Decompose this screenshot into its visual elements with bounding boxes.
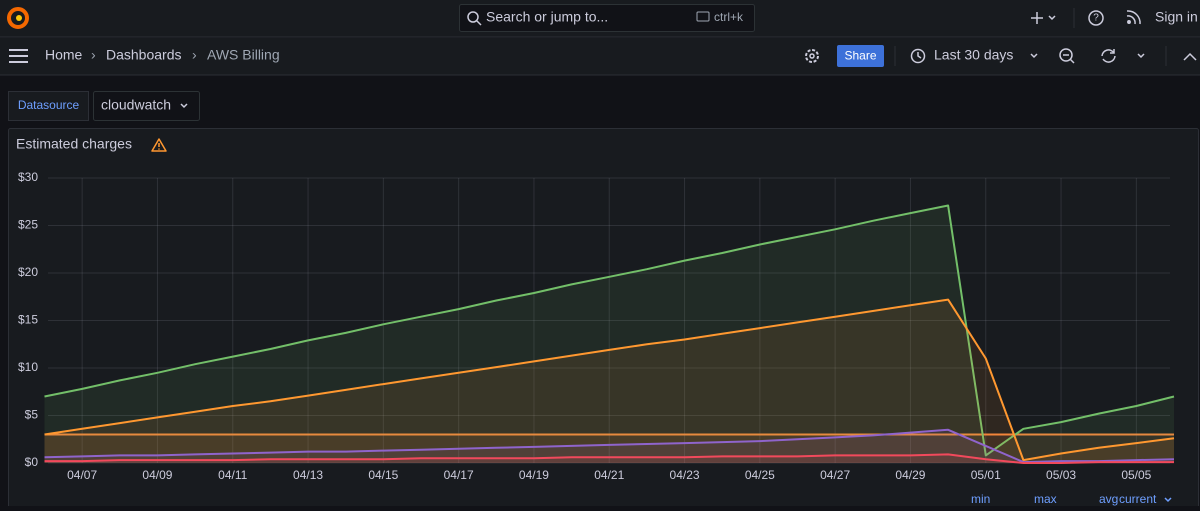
series-line — [44, 298, 1175, 462]
breadcrumb-separator: › — [91, 47, 96, 63]
search-shortcut: ctrl+k — [714, 10, 744, 24]
x-tick-label: 05/05 — [1121, 468, 1151, 482]
logo[interactable] — [7, 7, 29, 29]
x-tick-label: 04/25 — [745, 468, 775, 482]
search-box[interactable]: Search or jump to... ctrl+k — [459, 4, 755, 32]
y-tick-label: $20 — [18, 265, 38, 279]
breadcrumb[interactable]: Home — [45, 47, 83, 63]
variable-label-box — [8, 91, 89, 121]
y-tick-label: $5 — [25, 408, 39, 422]
time-picker[interactable]: Last 30 days — [910, 47, 1038, 64]
x-tick-label: 04/07 — [67, 468, 97, 482]
svg-text:?: ? — [1093, 13, 1099, 24]
x-tick-label: 04/23 — [670, 468, 700, 482]
series-area — [44, 299, 1174, 463]
legend-column-header[interactable]: max — [1034, 492, 1057, 506]
plot: $0 $5 $10 $15 $20 $25 $30 04/07 04/09 04/11 04/13 0… — [18, 170, 1175, 506]
series-line — [44, 453, 1174, 464]
variable-select[interactable]: cloudwatch — [93, 91, 200, 121]
legend-column-header[interactable]: avg — [1099, 492, 1118, 506]
y-tick-label: $25 — [18, 218, 38, 232]
breadcrumb: AWS Billing — [207, 47, 280, 63]
refresh[interactable] — [1101, 49, 1116, 63]
variable-value: cloudwatch — [101, 97, 171, 113]
x-tick-label: 04/13 — [293, 468, 323, 482]
rss-icon[interactable] — [1126, 10, 1141, 25]
breadcrumb-separator: › — [192, 47, 197, 63]
share-label: Share — [844, 49, 876, 63]
warning-icon[interactable] — [151, 138, 167, 152]
y-tick-label: $0 — [25, 455, 39, 469]
x-tick-label: 04/11 — [218, 468, 247, 482]
series-area — [44, 205, 1174, 463]
legend-column-header[interactable]: current — [1119, 492, 1157, 506]
x-tick-label: 04/19 — [519, 468, 549, 482]
x-tick-label: 04/09 — [142, 468, 172, 482]
x-tick-label: 05/03 — [1046, 468, 1076, 482]
search-placeholder: Search or jump to... — [486, 9, 608, 25]
y-tick-label: $30 — [18, 170, 38, 184]
collapse[interactable] — [1183, 52, 1197, 61]
refresh-interval[interactable] — [1137, 53, 1145, 59]
x-tick-label: 05/01 — [971, 468, 1001, 482]
x-tick-label: 04/27 — [820, 468, 850, 482]
x-tick-label: 04/21 — [594, 468, 624, 482]
settings-icon[interactable] — [805, 49, 819, 63]
menu-icon[interactable] — [9, 49, 28, 63]
share-button[interactable]: Share — [837, 45, 884, 67]
variable-label: Datasource — [18, 98, 80, 112]
y-tick-label: $15 — [18, 313, 38, 327]
legend-column-header[interactable]: min — [971, 492, 990, 506]
nav-bar — [0, 38, 1200, 75]
time-range: Last 30 days — [934, 47, 1013, 63]
zoom-out[interactable] — [1059, 48, 1075, 64]
sign-in[interactable]: Sign in — [1155, 9, 1198, 25]
x-tick-label: 04/15 — [368, 468, 398, 482]
x-tick-label: 04/29 — [895, 468, 925, 482]
x-tick-label: 04/17 — [444, 468, 474, 482]
y-tick-label: $10 — [18, 360, 38, 374]
series-area — [44, 454, 1174, 463]
breadcrumb[interactable]: Dashboards — [106, 47, 182, 63]
sort-indicator — [1164, 497, 1172, 503]
new-button[interactable] — [1031, 12, 1056, 24]
panel-title: Estimated charges — [16, 136, 132, 152]
help-icon[interactable]: ? — [1088, 10, 1104, 26]
series-line — [44, 204, 1175, 457]
series-line — [44, 428, 1175, 464]
